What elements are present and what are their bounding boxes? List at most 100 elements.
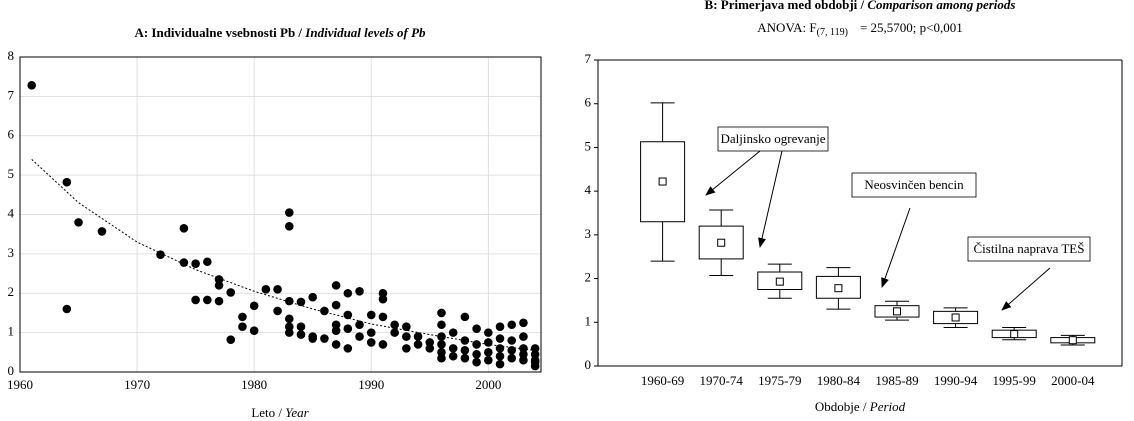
data-point bbox=[507, 346, 517, 355]
annotation-text: Čistilna naprava TEŠ bbox=[974, 241, 1085, 256]
y-tick-label: 7 bbox=[8, 87, 15, 102]
data-point bbox=[378, 340, 388, 349]
data-point bbox=[156, 250, 165, 259]
subtitle-part: (7, 119) bbox=[817, 27, 848, 38]
mean-marker bbox=[951, 313, 960, 322]
chart-title: A: Individualne vsebnosti Pb / Individua… bbox=[134, 25, 426, 40]
data-point bbox=[203, 257, 212, 267]
x-axis-title: Obdobje / Period bbox=[815, 399, 906, 414]
x-tick-label: 1990 bbox=[358, 377, 384, 392]
mean-marker bbox=[893, 307, 901, 316]
data-point bbox=[530, 344, 540, 353]
mean-marker bbox=[775, 277, 784, 286]
data-point bbox=[214, 281, 224, 290]
data-point bbox=[284, 314, 294, 324]
data-point bbox=[460, 336, 470, 345]
data-point bbox=[331, 320, 341, 330]
data-point bbox=[308, 292, 317, 302]
x-tick-label: 1980-84 bbox=[817, 373, 861, 388]
data-point bbox=[402, 322, 411, 332]
data-point bbox=[507, 353, 517, 363]
data-point bbox=[366, 310, 376, 320]
data-point bbox=[378, 294, 388, 304]
y-tick-label: 7 bbox=[585, 51, 592, 66]
data-point bbox=[331, 281, 341, 290]
data-point bbox=[519, 355, 528, 365]
annotation-arrow bbox=[1001, 267, 1051, 311]
x-tick-label: 1960 bbox=[7, 377, 33, 392]
data-point bbox=[343, 324, 353, 333]
data-point bbox=[378, 312, 388, 322]
data-point bbox=[507, 320, 517, 330]
x-tick-label: 1980 bbox=[241, 377, 267, 392]
title-part: Comparison among periods bbox=[867, 0, 1015, 12]
data-point bbox=[472, 349, 481, 359]
data-point bbox=[519, 318, 528, 328]
data-point bbox=[507, 336, 517, 345]
data-point bbox=[97, 227, 107, 236]
data-point bbox=[495, 344, 505, 353]
data-point bbox=[284, 222, 294, 231]
data-point bbox=[214, 296, 224, 306]
chart-title: B: Primerjava med obdobji / Comparison a… bbox=[705, 0, 1016, 12]
mean-marker bbox=[1010, 330, 1019, 339]
data-point bbox=[484, 328, 493, 337]
subtitle: ANOVA: F(7, 119) = 25,5700; p<0,001 bbox=[757, 20, 962, 38]
y-tick-label: 1 bbox=[8, 324, 15, 339]
x-tick-label: 1960-69 bbox=[641, 373, 684, 388]
data-point bbox=[296, 297, 306, 307]
data-point bbox=[460, 346, 470, 355]
x-tick-label: 1995-99 bbox=[993, 373, 1036, 388]
data-point bbox=[519, 349, 528, 359]
data-point bbox=[355, 320, 364, 330]
data-point bbox=[448, 344, 458, 353]
data-point bbox=[378, 288, 388, 298]
data-point bbox=[284, 296, 294, 306]
y-tick-label: 4 bbox=[8, 205, 15, 220]
data-point bbox=[425, 338, 435, 347]
data-point bbox=[331, 300, 341, 310]
y-tick-label: 3 bbox=[8, 245, 15, 260]
data-point bbox=[62, 177, 72, 187]
data-point bbox=[390, 320, 399, 330]
y-tick-label: 6 bbox=[585, 95, 592, 110]
data-point bbox=[273, 306, 282, 316]
title-part: A: Individualne vsebnosti Pb / bbox=[134, 25, 302, 40]
plot-frame bbox=[19, 56, 542, 373]
data-point bbox=[331, 340, 341, 349]
data-point bbox=[296, 330, 306, 339]
data-point bbox=[27, 81, 37, 90]
data-point bbox=[203, 295, 212, 305]
data-point bbox=[495, 334, 505, 343]
data-point bbox=[343, 344, 353, 353]
axis-title-part: Year bbox=[285, 405, 309, 420]
mean-marker bbox=[834, 284, 843, 293]
data-point bbox=[320, 334, 329, 343]
x-tick-label: 1985-89 bbox=[875, 373, 918, 388]
data-point bbox=[495, 351, 505, 361]
data-point bbox=[214, 275, 224, 284]
data-point bbox=[366, 338, 376, 347]
annotation-text: Daljinsko ogrevanje bbox=[720, 131, 825, 146]
x-tick-label: 2000 bbox=[475, 377, 501, 392]
title-part: Individual levels of Pb bbox=[304, 25, 426, 40]
mean-marker bbox=[658, 177, 667, 186]
data-point bbox=[179, 223, 189, 233]
y-tick-label: 8 bbox=[8, 48, 15, 63]
x-tick-label: 2000-04 bbox=[1051, 373, 1095, 388]
y-tick-label: 5 bbox=[585, 138, 592, 153]
data-point bbox=[484, 355, 493, 365]
x-tick-label: 1990-94 bbox=[934, 373, 978, 388]
data-point bbox=[495, 322, 505, 332]
data-point bbox=[437, 320, 446, 330]
data-point bbox=[296, 322, 306, 332]
data-point bbox=[284, 328, 294, 337]
data-point bbox=[530, 361, 540, 371]
axis-title-part: Obdobje / bbox=[815, 399, 867, 414]
data-point bbox=[460, 353, 470, 363]
y-tick-label: 0 bbox=[585, 357, 592, 372]
y-tick-label: 0 bbox=[8, 363, 15, 378]
data-point bbox=[249, 301, 259, 311]
data-point bbox=[437, 332, 446, 341]
y-tick-label: 4 bbox=[585, 182, 592, 197]
